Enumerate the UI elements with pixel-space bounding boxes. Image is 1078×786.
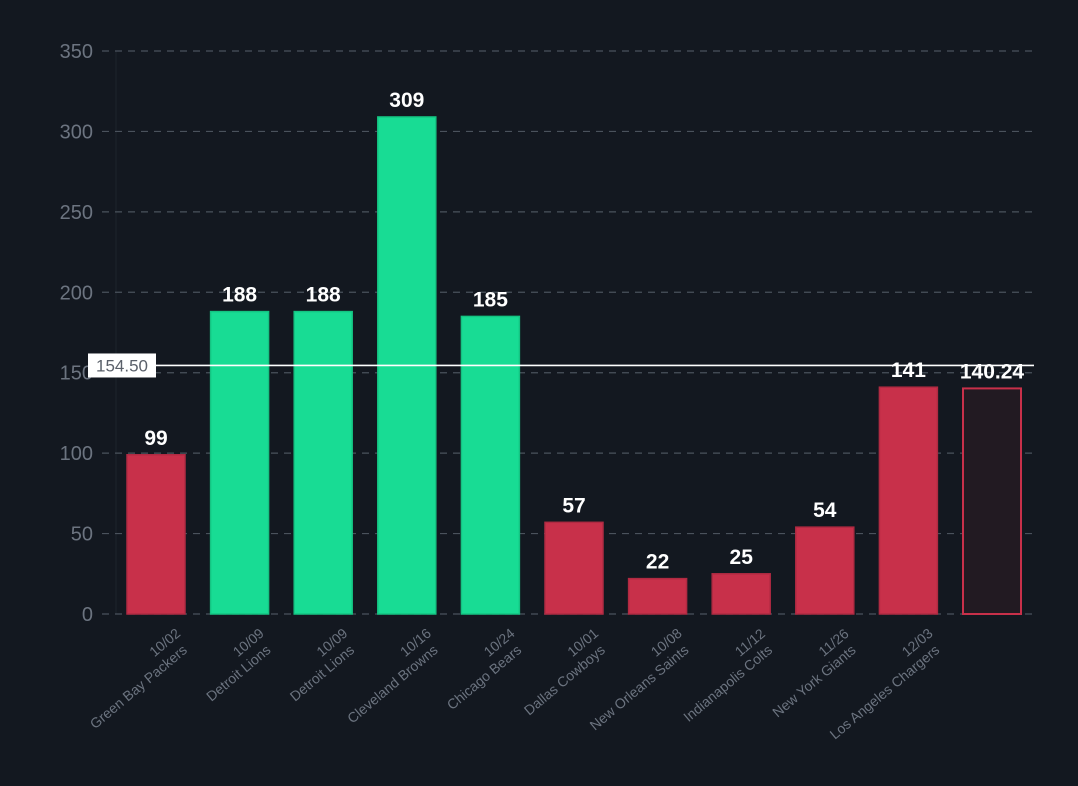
bar-9[interactable] <box>878 386 939 615</box>
data-label: 185 <box>473 288 508 311</box>
x-tick-label: 10/24Chicago Bears <box>433 625 529 713</box>
bar-1[interactable] <box>209 310 270 615</box>
y-tick-label: 300 <box>60 121 93 143</box>
bar-8[interactable] <box>795 526 855 615</box>
data-label: 141 <box>891 359 926 382</box>
bar-5[interactable] <box>544 521 604 615</box>
data-label: 25 <box>730 546 754 569</box>
bar-4[interactable] <box>460 315 521 615</box>
bar-6[interactable] <box>627 577 688 615</box>
y-tick-label: 250 <box>60 202 93 224</box>
data-label: 54 <box>813 499 837 522</box>
x-tick-label: 10/16Cleveland Browns <box>333 625 445 726</box>
data-label: 188 <box>222 284 257 307</box>
bar-10[interactable] <box>962 387 1022 615</box>
reference-line-label: 154.50 <box>96 356 148 375</box>
data-label: 99 <box>144 427 167 450</box>
x-tick-label: 11/26New York Giants <box>758 625 862 720</box>
y-tick-label: 50 <box>71 524 93 546</box>
x-tick-label: 10/09Detroit Lions <box>192 625 278 704</box>
bar-2[interactable] <box>293 310 353 615</box>
x-tick-label: 10/01Dallas Cowboys <box>510 625 612 718</box>
data-label: 309 <box>389 89 424 112</box>
data-label: 140.24 <box>960 360 1025 383</box>
y-tick-label: 100 <box>60 443 93 465</box>
y-tick-label: 0 <box>82 604 93 626</box>
y-tick-label: 150 <box>60 363 93 385</box>
data-label: 57 <box>562 494 585 517</box>
x-tick-label: 10/09Detroit Lions <box>276 625 362 704</box>
bar-0[interactable] <box>126 454 186 615</box>
bar-7[interactable] <box>711 573 771 615</box>
y-tick-label: 200 <box>60 282 93 304</box>
x-tick-label: 10/02Green Bay Packers <box>76 625 195 732</box>
x-tick-label: 11/12Indianapolis Colts <box>669 625 779 725</box>
reference-line-label-box <box>88 353 156 378</box>
data-label: 188 <box>306 284 341 307</box>
data-label: 22 <box>646 551 669 574</box>
y-tick-label: 350 <box>60 41 93 63</box>
